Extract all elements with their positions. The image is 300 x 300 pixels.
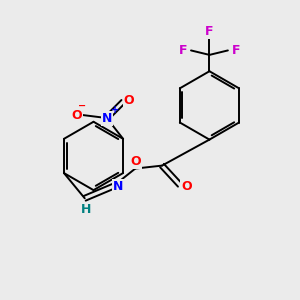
Text: N: N — [102, 112, 112, 124]
Text: O: O — [124, 94, 134, 107]
Text: +: + — [111, 105, 119, 115]
Text: O: O — [71, 109, 82, 122]
Text: F: F — [232, 44, 240, 57]
Text: F: F — [178, 44, 187, 57]
Text: O: O — [130, 154, 141, 168]
Text: −: − — [78, 101, 86, 111]
Text: O: O — [181, 180, 192, 193]
Text: F: F — [205, 25, 214, 38]
Text: N: N — [113, 180, 124, 193]
Text: H: H — [81, 203, 92, 216]
